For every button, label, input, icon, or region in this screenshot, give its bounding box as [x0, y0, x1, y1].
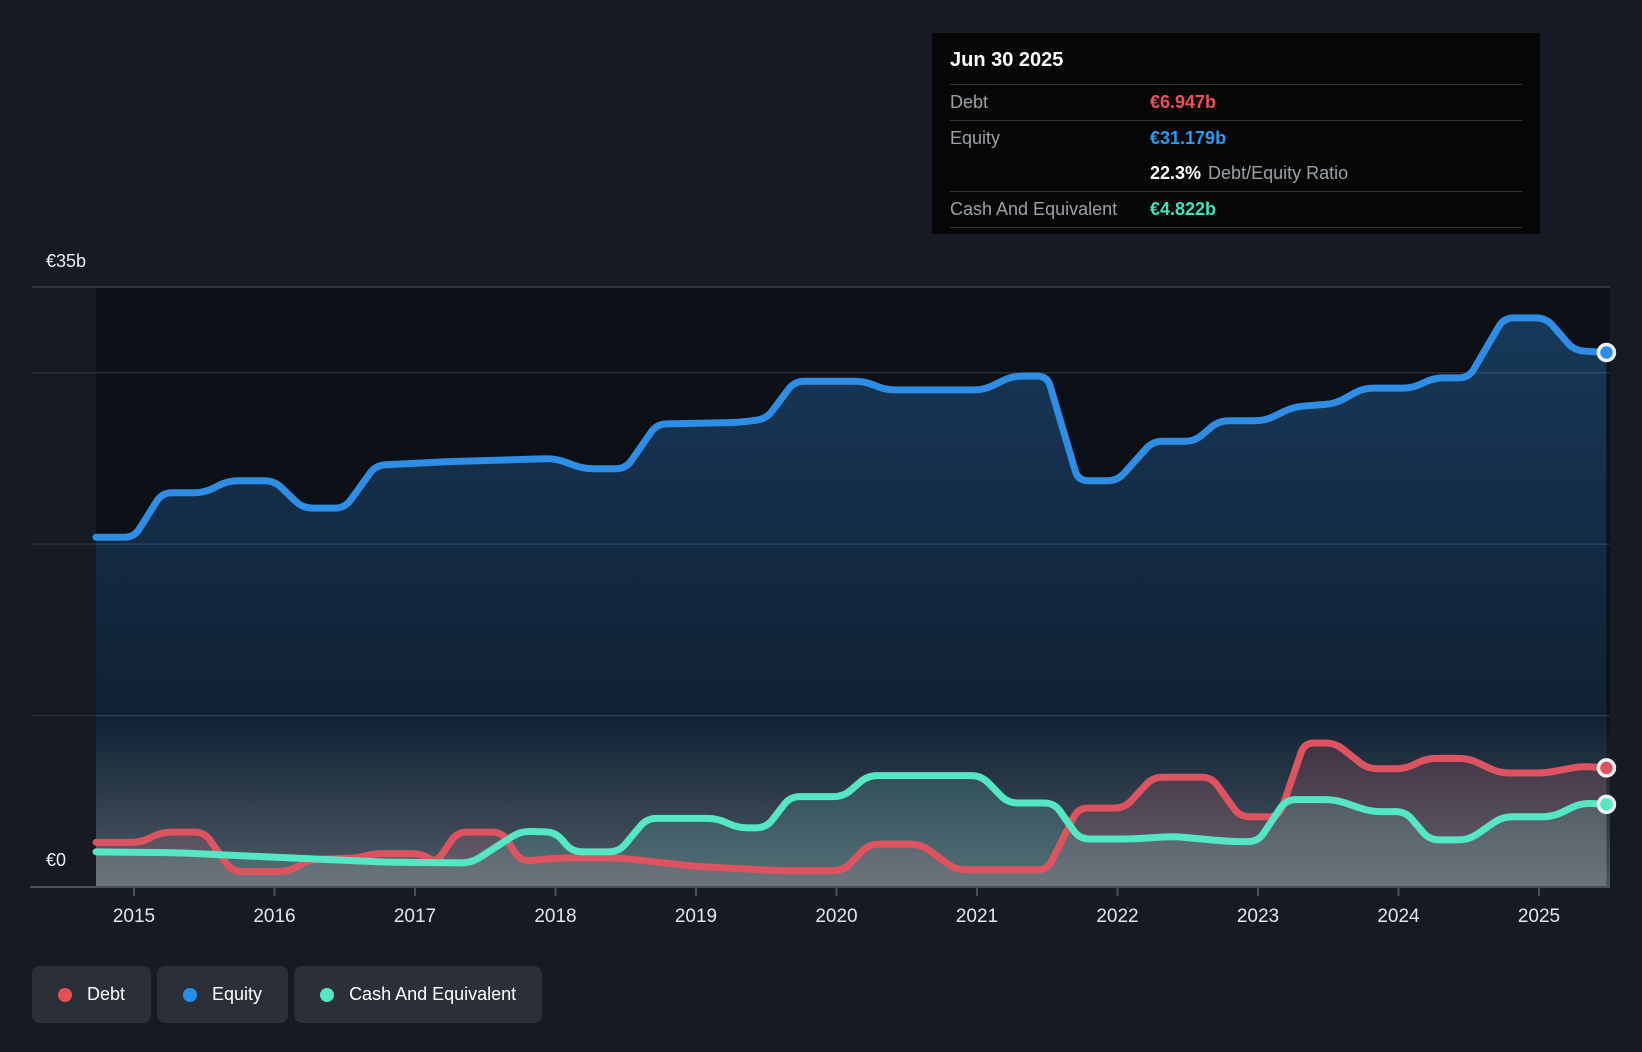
equity-legend-dot-icon: [183, 987, 198, 1002]
legend-item-debt[interactable]: Debt: [32, 966, 152, 1023]
legend-item-equity[interactable]: Equity: [157, 966, 289, 1023]
tooltip-row-debt: Debt €6.947b: [950, 84, 1522, 120]
legend-cash-label: Cash And Equivalent: [349, 984, 517, 1004]
tooltip-debt-label: Debt: [950, 92, 989, 112]
svg-text:2017: 2017: [394, 906, 436, 927]
svg-text:2015: 2015: [113, 906, 155, 927]
svg-text:2018: 2018: [534, 906, 576, 927]
tooltip-ratio-label: Debt/Equity Ratio: [1208, 163, 1349, 183]
cash-legend-dot-icon: [320, 987, 335, 1002]
legend-debt-label: Debt: [87, 984, 126, 1004]
svg-text:2021: 2021: [956, 906, 998, 927]
chart-tooltip: Jun 30 2025 Debt €6.947b Equity €31.179b…: [932, 33, 1540, 234]
svg-text:2025: 2025: [1518, 906, 1560, 927]
y-axis-max-label: €35b: [46, 251, 87, 271]
tooltip-debt-value: €6.947b: [1150, 92, 1217, 112]
legend-equity-label: Equity: [212, 984, 263, 1004]
tooltip-equity-value: €31.179b: [1150, 128, 1227, 148]
tooltip-cash-value: €4.822b: [1150, 199, 1217, 219]
tooltip-row-ratio: 22.3% Debt/Equity Ratio: [950, 156, 1522, 191]
svg-text:2020: 2020: [815, 906, 857, 927]
debt-legend-dot-icon: [58, 987, 72, 1002]
svg-text:2019: 2019: [675, 906, 717, 927]
legend-item-cash[interactable]: Cash And Equivalent: [294, 966, 543, 1023]
svg-text:2016: 2016: [253, 906, 295, 927]
tooltip-cash-label: Cash And Equivalent: [950, 199, 1118, 219]
svg-text:2023: 2023: [1237, 906, 1279, 927]
tooltip-row-equity: Equity €31.179b: [950, 120, 1522, 156]
chart-legend: Debt Equity Cash And Equivalent: [32, 966, 543, 1023]
y-axis-zero-label: €0: [46, 850, 67, 870]
svg-text:2024: 2024: [1377, 906, 1420, 927]
tooltip-equity-label: Equity: [950, 128, 1001, 148]
tooltip-date: Jun 30 2025: [950, 49, 1064, 71]
tooltip-ratio-value: 22.3%: [1150, 163, 1202, 183]
svg-text:2022: 2022: [1096, 906, 1138, 927]
tooltip-row-cash: Cash And Equivalent €4.822b: [950, 191, 1522, 228]
